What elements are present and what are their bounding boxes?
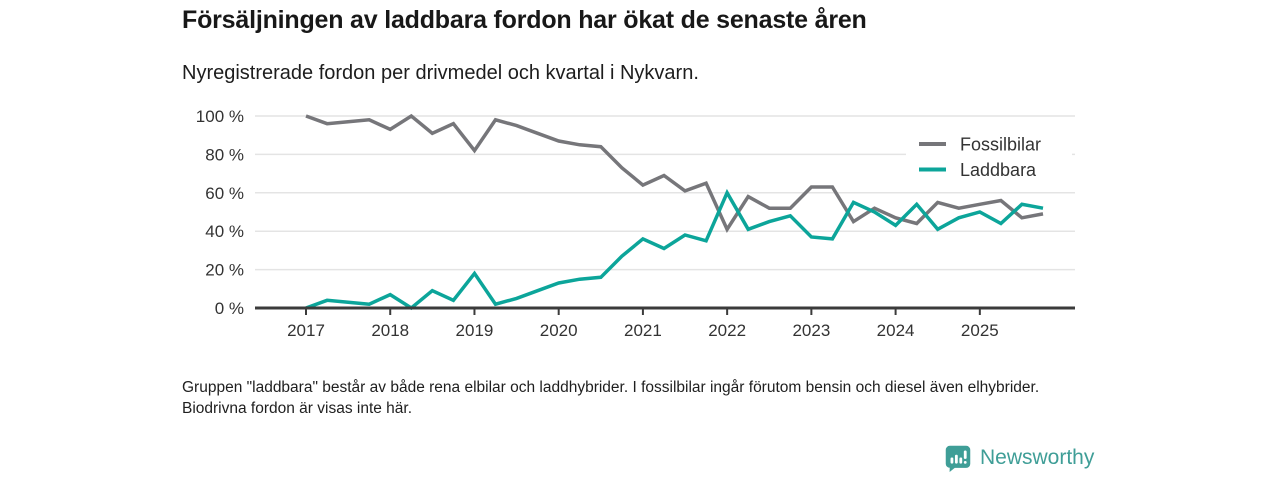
bar-chart-bubble-icon — [945, 445, 971, 472]
y-axis-tick-label: 0 % — [215, 299, 244, 318]
y-axis-tick-label: 80 % — [205, 145, 244, 164]
logo-text: Newsworthy — [980, 446, 1095, 469]
x-axis-tick-label: 2020 — [540, 321, 578, 340]
y-axis-tick-label: 40 % — [205, 222, 244, 241]
x-axis-tick-label: 2022 — [708, 321, 746, 340]
line-chart: 0 % 20 % 40 % 60 % 80 % 100 % 2017 2018 2019 2020… — [196, 107, 1075, 340]
x-axis-tick-label: 2019 — [456, 321, 494, 340]
x-axis-tick-label: 2023 — [792, 321, 830, 340]
x-axis-tick-label: 2021 — [624, 321, 662, 340]
x-axis-tick-label: 2024 — [877, 321, 915, 340]
y-axis-tick-label: 20 % — [205, 261, 244, 280]
legend-label: Fossilbilar — [960, 135, 1041, 155]
chart-subtitle: Nyregistrerade fordon per drivmedel och … — [182, 62, 699, 84]
x-axis-tick-label: 2017 — [287, 321, 325, 340]
page-title: Försäljningen av laddbara fordon har öka… — [182, 6, 867, 34]
chart-footnote: Gruppen "laddbara" består av både rena e… — [182, 379, 1040, 417]
x-axis-tick-label: 2018 — [371, 321, 409, 340]
legend-background — [906, 131, 1072, 187]
series-line-laddbara — [305, 188, 1044, 311]
chart-area: 0 % 20 % 40 % 60 % 80 % 100 % 2017 2018 2019 2020… — [180, 95, 1100, 345]
x-axis-tick-label: 2025 — [961, 321, 999, 340]
series-line-fossilbilar — [305, 113, 1044, 233]
newsworthy-logo: Newsworthy — [944, 444, 1094, 472]
y-axis-tick-label: 100 % — [196, 107, 244, 126]
legend-label: Laddbara — [960, 160, 1037, 180]
y-axis-tick-label: 60 % — [205, 184, 244, 203]
